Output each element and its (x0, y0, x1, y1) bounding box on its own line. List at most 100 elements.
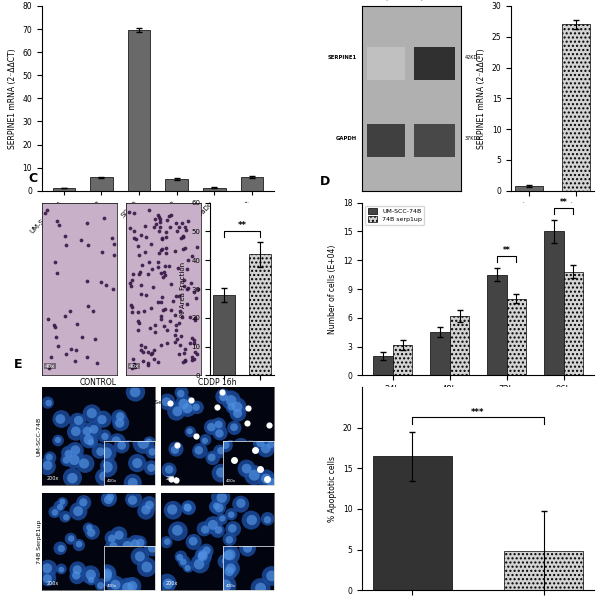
Point (92, 358, 101, 368)
Point (167, 505, 177, 514)
Text: **: ** (503, 247, 511, 256)
Point (182, 300, 191, 309)
Point (183, 283, 193, 293)
Point (190, 313, 200, 323)
Point (109, 453, 118, 462)
Point (207, 452, 217, 462)
Bar (241, 178, 263, 191)
Point (163, 215, 172, 225)
Point (144, 206, 154, 215)
Point (173, 334, 182, 343)
Point (115, 412, 125, 421)
Point (154, 262, 163, 271)
Point (103, 461, 112, 470)
Point (50, 322, 60, 332)
Point (163, 397, 172, 406)
Point (217, 468, 226, 477)
Point (85, 434, 94, 444)
Point (44, 398, 53, 408)
Point (60, 231, 70, 241)
Point (194, 446, 203, 455)
Point (112, 436, 121, 446)
Point (184, 503, 194, 513)
Point (145, 500, 154, 510)
Point (155, 214, 164, 224)
Point (145, 499, 154, 509)
Point (236, 442, 246, 451)
Point (220, 557, 230, 566)
Point (247, 516, 256, 525)
Point (263, 515, 272, 524)
Text: SERPINE1: SERPINE1 (328, 55, 357, 60)
Point (112, 476, 122, 485)
Point (168, 505, 178, 515)
Point (43, 573, 53, 583)
Point (90, 334, 100, 344)
Point (158, 305, 168, 315)
Point (259, 548, 269, 558)
Point (242, 418, 252, 427)
Point (52, 268, 62, 278)
Point (97, 415, 107, 424)
Point (161, 397, 171, 406)
Point (246, 462, 256, 471)
Point (95, 446, 104, 456)
Point (183, 563, 193, 573)
Point (199, 552, 208, 561)
Point (136, 459, 146, 468)
Point (122, 541, 132, 551)
Point (226, 472, 235, 482)
Point (61, 240, 71, 250)
Point (242, 449, 252, 458)
Point (241, 458, 251, 467)
Point (150, 327, 160, 337)
Point (153, 358, 163, 367)
Point (150, 320, 160, 330)
Point (211, 502, 220, 511)
Point (178, 232, 188, 242)
Point (224, 535, 234, 545)
Point (145, 323, 155, 333)
Point (68, 473, 77, 483)
Bar (505, 551, 583, 590)
Text: 200x: 200x (166, 581, 178, 586)
Point (157, 235, 167, 244)
Point (154, 226, 164, 235)
Point (154, 248, 164, 257)
Point (70, 446, 80, 455)
Point (104, 495, 113, 504)
Point (229, 423, 239, 432)
Point (198, 551, 208, 561)
Point (190, 287, 199, 296)
Point (213, 502, 223, 511)
Bar (413, 124, 455, 157)
Point (236, 442, 246, 451)
Point (140, 247, 150, 257)
Point (128, 580, 138, 589)
Point (200, 525, 210, 535)
Point (143, 360, 152, 370)
Point (247, 461, 256, 470)
Text: D: D (320, 175, 331, 188)
Point (253, 557, 263, 567)
Bar (367, 124, 405, 157)
Point (185, 339, 194, 348)
Point (163, 579, 173, 588)
Point (43, 574, 52, 583)
Point (177, 388, 187, 398)
Point (161, 262, 170, 271)
Point (127, 275, 137, 285)
Bar (515, 186, 543, 191)
Point (166, 222, 175, 232)
Point (66, 344, 76, 354)
Point (178, 557, 188, 567)
Point (263, 514, 272, 523)
Point (232, 402, 242, 412)
Point (52, 216, 62, 226)
Point (114, 530, 124, 539)
Point (157, 233, 166, 243)
Text: UM-SCC-74B: UM-SCC-74B (60, 400, 100, 405)
Point (136, 548, 145, 558)
Point (137, 458, 146, 467)
Point (197, 551, 206, 561)
